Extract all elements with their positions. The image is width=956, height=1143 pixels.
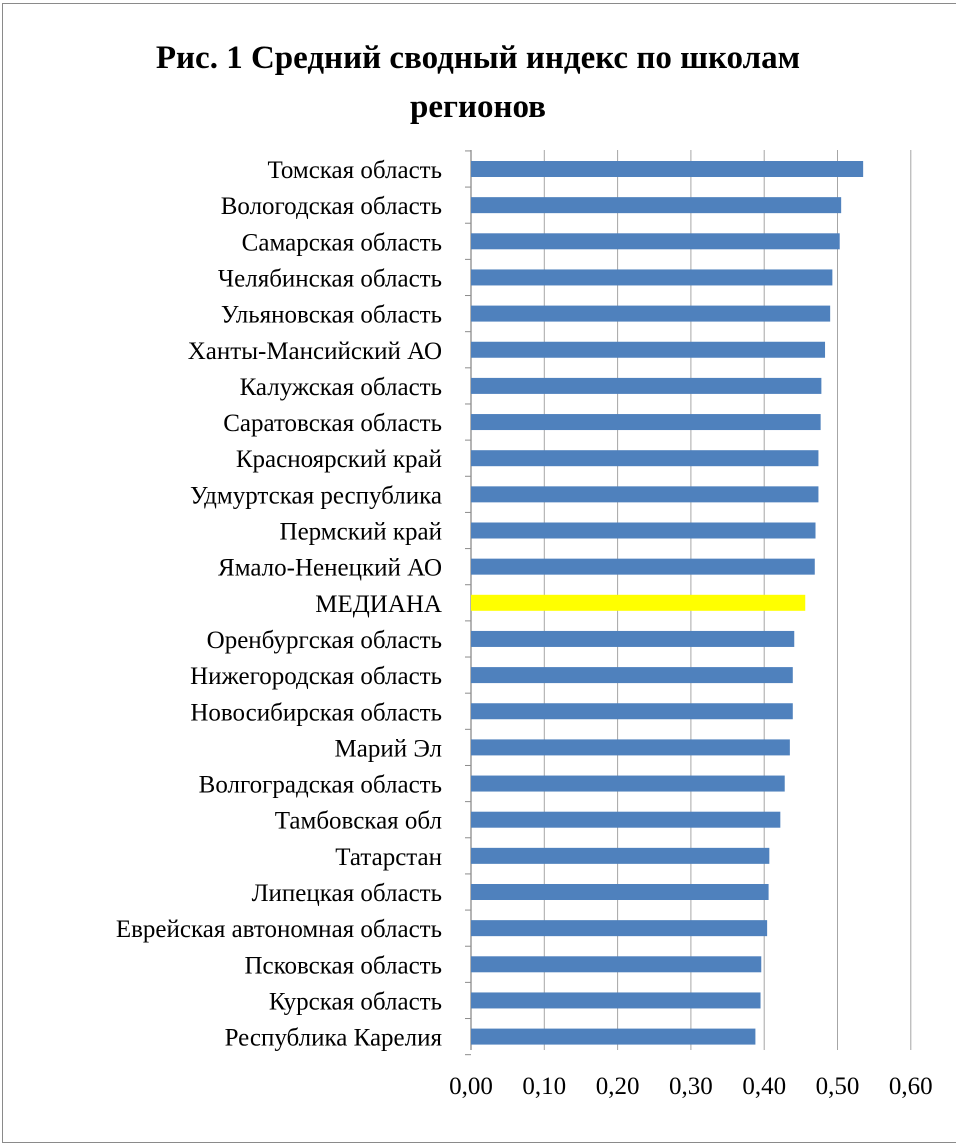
category-label: Удмуртская республика xyxy=(190,482,442,509)
category-label: Тамбовская обл xyxy=(275,808,442,835)
bar xyxy=(471,450,819,467)
bar-chart-plot: Томская область Вологодская область Самарс… xyxy=(116,150,933,1100)
category-label: Томская область xyxy=(267,157,442,184)
bar xyxy=(471,739,790,756)
bar xyxy=(471,269,833,286)
bar xyxy=(471,161,864,177)
bar xyxy=(471,377,822,394)
x-tick-label: 0,20 xyxy=(596,1073,640,1100)
category-label: Самарская область xyxy=(242,229,442,256)
x-tick-label: 0,40 xyxy=(742,1073,786,1100)
x-tick-label: 0,00 xyxy=(449,1073,493,1100)
category-label: Липецкая область xyxy=(252,880,442,907)
category-label: Пермский край xyxy=(280,519,442,546)
category-label: Оренбургская область xyxy=(207,627,442,654)
bar xyxy=(471,522,816,539)
category-label: Челябинская область xyxy=(218,265,442,292)
category-label: Ханты-Мансийский АО xyxy=(188,338,442,365)
category-label: Волгоградская область xyxy=(199,772,442,799)
bar xyxy=(471,775,785,792)
bar xyxy=(471,197,842,214)
bar xyxy=(471,305,831,322)
bar xyxy=(471,884,769,900)
bar xyxy=(471,558,815,575)
bar xyxy=(471,992,761,1009)
bar xyxy=(471,233,840,250)
category-label: Вологодская область xyxy=(221,193,442,220)
category-label: Саратовская область xyxy=(223,410,442,437)
bar xyxy=(471,956,762,973)
x-tick-label: 0,30 xyxy=(669,1073,713,1100)
bar xyxy=(471,847,770,864)
category-label: Татарстан xyxy=(335,844,442,871)
category-label: Марий Эл xyxy=(335,735,442,762)
bar xyxy=(471,920,768,937)
category-label: МЕДИАНА xyxy=(315,591,442,618)
category-label: Ульяновская область xyxy=(221,302,442,329)
category-label: Ямало-Ненецкий АО xyxy=(218,555,442,582)
x-tick-label: 0,60 xyxy=(889,1073,933,1100)
category-label: Еврейская автономная область xyxy=(116,916,442,943)
bar xyxy=(471,341,826,358)
bar xyxy=(471,414,821,431)
bar xyxy=(471,1028,756,1045)
bar xyxy=(471,667,793,684)
category-label: Псковская область xyxy=(245,952,443,979)
x-tick-label: 0,50 xyxy=(816,1073,860,1100)
bar xyxy=(471,811,781,828)
chart-title: Рис. 1 Средний сводный индекс по школам … xyxy=(155,40,801,125)
category-label: Калужская область xyxy=(240,374,442,401)
category-label: Красноярский край xyxy=(236,446,442,473)
bar xyxy=(471,486,819,503)
category-label: Курская область xyxy=(269,988,442,1015)
category-label: Республика Карелия xyxy=(225,1025,443,1052)
x-tick-label: 0,10 xyxy=(522,1073,566,1100)
bar xyxy=(471,703,793,720)
bar xyxy=(471,594,806,611)
category-label: Новосибирская область xyxy=(190,699,442,726)
category-label: Нижегородская область xyxy=(190,663,442,690)
bar xyxy=(471,630,795,647)
